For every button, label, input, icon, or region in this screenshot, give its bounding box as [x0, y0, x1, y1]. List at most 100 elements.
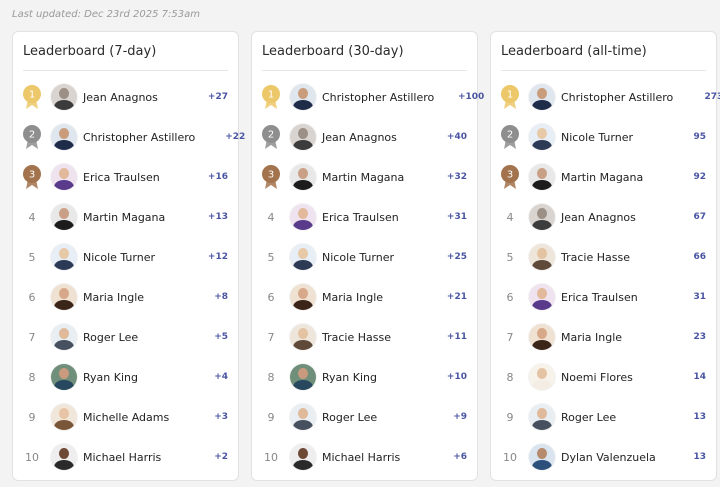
player-name: Erica Traulsen — [561, 290, 638, 304]
score-value: +13 — [207, 212, 228, 222]
rank-cell: 8 — [252, 371, 290, 384]
player-name: Martin Magana — [561, 170, 644, 184]
divider — [23, 70, 228, 71]
rank-cell: 2 — [13, 124, 51, 150]
rank-number: 6 — [267, 290, 275, 304]
score-value: +12 — [207, 252, 228, 262]
score-value: +25 — [446, 252, 467, 262]
avatar — [51, 404, 77, 430]
score-value: 13 — [693, 412, 706, 422]
player-name: Jean Anagnos — [322, 130, 397, 144]
rank-cell: 7 — [252, 331, 290, 344]
player-name: Michelle Adams — [83, 410, 170, 424]
score-value: 92 — [693, 172, 706, 182]
player-name: Tracie Hasse — [561, 250, 630, 264]
leaderboard-row: 8 Noemi Flores 14 — [491, 357, 716, 397]
silver-medal-icon: 2 — [500, 124, 520, 150]
player-name: Jean Anagnos — [561, 210, 636, 224]
player-name: Erica Traulsen — [322, 210, 399, 224]
rank-number: 5 — [267, 250, 275, 264]
rank-cell: 10 — [491, 451, 529, 464]
score-value: +9 — [453, 412, 467, 422]
rank-cell: 6 — [13, 291, 51, 304]
leaderboard-row: 1 Christopher Astillero +100 — [252, 77, 484, 117]
avatar — [529, 364, 555, 390]
rank-cell: 5 — [491, 251, 529, 264]
rank-cell: 6 — [252, 291, 290, 304]
rank-cell: 9 — [491, 411, 529, 424]
leaderboard-row: 7 Tracie Hasse +11 — [252, 317, 477, 357]
player-name: Martin Magana — [322, 170, 405, 184]
leaderboard-row: 6 Maria Ingle +21 — [252, 277, 477, 317]
svg-text:1: 1 — [29, 90, 35, 101]
rank-cell: 3 — [252, 164, 290, 190]
card-title: Leaderboard (7-day) — [23, 44, 157, 59]
avatar — [51, 244, 77, 270]
leaderboard-row: 9 Roger Lee 13 — [491, 397, 716, 437]
avatar — [51, 84, 77, 110]
rank-number: 4 — [506, 210, 514, 224]
leaderboard-row: 10 Michael Harris +6 — [252, 437, 477, 477]
player-name: Jean Anagnos — [83, 90, 158, 104]
player-name: Martin Magana — [83, 210, 166, 224]
card-title: Leaderboard (all-time) — [501, 44, 647, 59]
score-value: 14 — [693, 372, 706, 382]
rank-cell: 8 — [13, 371, 51, 384]
rank-number: 8 — [267, 370, 275, 384]
leaderboard-row: 5 Nicole Turner +25 — [252, 237, 477, 277]
avatar — [529, 124, 555, 150]
rank-cell: 6 — [491, 291, 529, 304]
player-name: Michael Harris — [322, 450, 401, 464]
rank-cell: 4 — [252, 211, 290, 224]
score-value: +31 — [446, 212, 467, 222]
rank-cell: 1 — [13, 84, 51, 110]
leaderboard-all-time: Leaderboard (all-time) 1 Christopher Asti… — [490, 31, 720, 481]
svg-text:3: 3 — [507, 170, 513, 181]
player-name: Maria Ingle — [561, 330, 623, 344]
player-name: Christopher Astillero — [561, 90, 674, 104]
rank-number: 9 — [506, 410, 514, 424]
rank-number: 7 — [267, 330, 275, 344]
leaderboard-row: 4 Erica Traulsen +31 — [252, 197, 477, 237]
score-value: +32 — [446, 172, 467, 182]
avatar — [529, 204, 555, 230]
avatar — [529, 84, 555, 110]
avatar — [51, 284, 77, 310]
leaderboard-row: 7 Roger Lee +5 — [13, 317, 238, 357]
divider — [262, 70, 467, 71]
svg-text:2: 2 — [268, 130, 274, 141]
rank-cell: 1 — [491, 84, 529, 110]
leaderboard-row: 5 Tracie Hasse 66 — [491, 237, 716, 277]
leaderboard-row: 2 Jean Anagnos +40 — [252, 117, 477, 157]
rank-cell: 10 — [252, 451, 290, 464]
avatar — [529, 444, 555, 470]
leaderboard-row: 5 Nicole Turner +12 — [13, 237, 238, 277]
player-name: Dylan Valenzuela — [561, 450, 656, 464]
player-name: Maria Ingle — [83, 290, 145, 304]
player-name: Erica Traulsen — [83, 170, 160, 184]
gold-medal-icon: 1 — [261, 84, 281, 110]
score-value: +6 — [453, 452, 467, 462]
score-value: +27 — [207, 92, 228, 102]
leaderboard-row: 6 Erica Traulsen 31 — [491, 277, 716, 317]
rank-cell: 1 — [252, 84, 290, 110]
rank-cell: 10 — [13, 451, 51, 464]
avatar — [51, 444, 77, 470]
avatar — [51, 124, 77, 150]
avatar — [529, 324, 555, 350]
leaderboard-rows: 1 Christopher Astillero +100 2 Jean Anagnos +… — [252, 77, 484, 477]
avatar — [290, 164, 316, 190]
leaderboard-row: 3 Martin Magana 92 — [491, 157, 716, 197]
leaderboard-rows: 1 Christopher Astillero 273 2 Nicole Turner 9… — [491, 77, 720, 477]
avatar — [529, 284, 555, 310]
score-value: +4 — [214, 372, 228, 382]
leaderboard-row: 3 Erica Traulsen +16 — [13, 157, 238, 197]
score-value: +10 — [446, 372, 467, 382]
avatar — [529, 164, 555, 190]
player-name: Ryan King — [83, 370, 138, 384]
score-value: 95 — [693, 132, 706, 142]
rank-number: 7 — [506, 330, 514, 344]
score-value: 273 — [704, 92, 720, 102]
svg-text:1: 1 — [268, 90, 274, 101]
score-value: +21 — [446, 292, 467, 302]
